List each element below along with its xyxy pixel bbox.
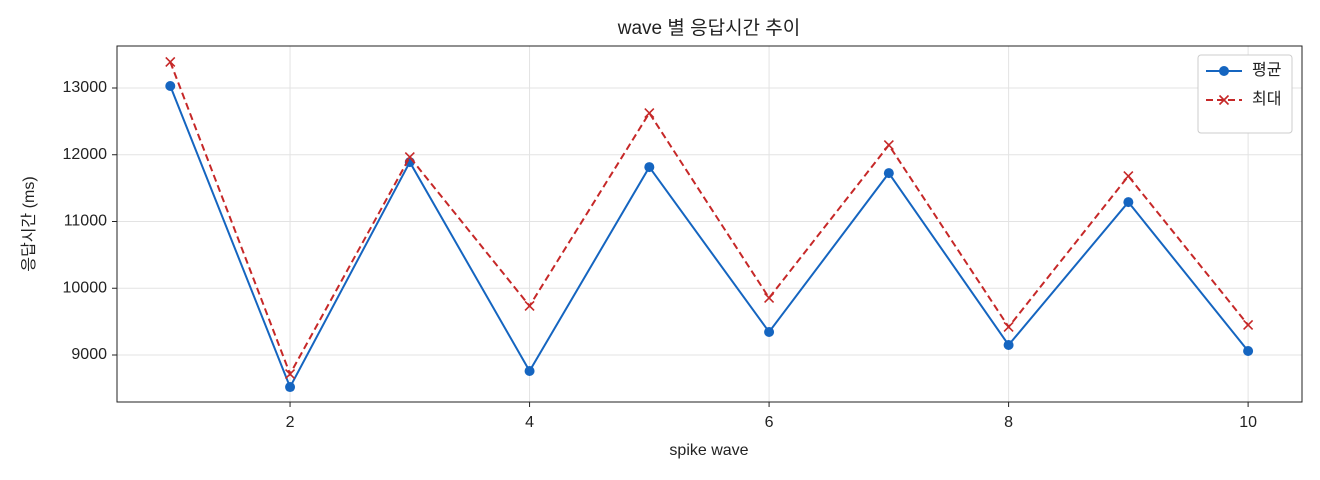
marker [1003,321,1014,333]
marker [1003,339,1014,350]
legend-label: 평균 [1252,61,1281,79]
marker [764,326,775,337]
chart-title: wave 별 응답시간 추이 [617,17,801,39]
marker [1243,319,1254,331]
marker [284,368,296,380]
plot-frame [116,45,1303,403]
y-axis-label: 응답시간 (ms) [20,176,38,271]
line [169,85,1249,390]
x-tick-label: 2 [286,414,295,431]
x-tick-label: 6 [765,414,774,431]
marker [883,168,894,179]
marker [524,300,535,312]
marker [165,56,176,68]
marker [524,366,535,377]
marker [285,382,296,393]
x-axis-label: spike wave [669,442,748,459]
line [169,61,1249,377]
legend-label: 최대 [1252,90,1281,108]
y-tick-label: 11000 [64,213,107,230]
marker [883,139,894,151]
marker [1243,345,1254,356]
y-tick-label: 10000 [63,279,108,296]
legend-marker [1219,66,1229,76]
x-tick-label: 4 [525,414,534,431]
marker [644,162,655,173]
marker [1123,171,1134,182]
marker [644,107,655,119]
x-tick-label: 8 [1004,414,1013,431]
legend-marker [1218,94,1230,106]
y-tick-label: 13000 [63,79,108,96]
marker [1123,197,1134,208]
marker [764,292,775,303]
marker [165,80,176,91]
marker [404,152,415,163]
y-tick-label: 12000 [63,146,108,163]
x-tick-label: 10 [1239,414,1257,431]
y-tick-label: 9000 [71,346,107,363]
